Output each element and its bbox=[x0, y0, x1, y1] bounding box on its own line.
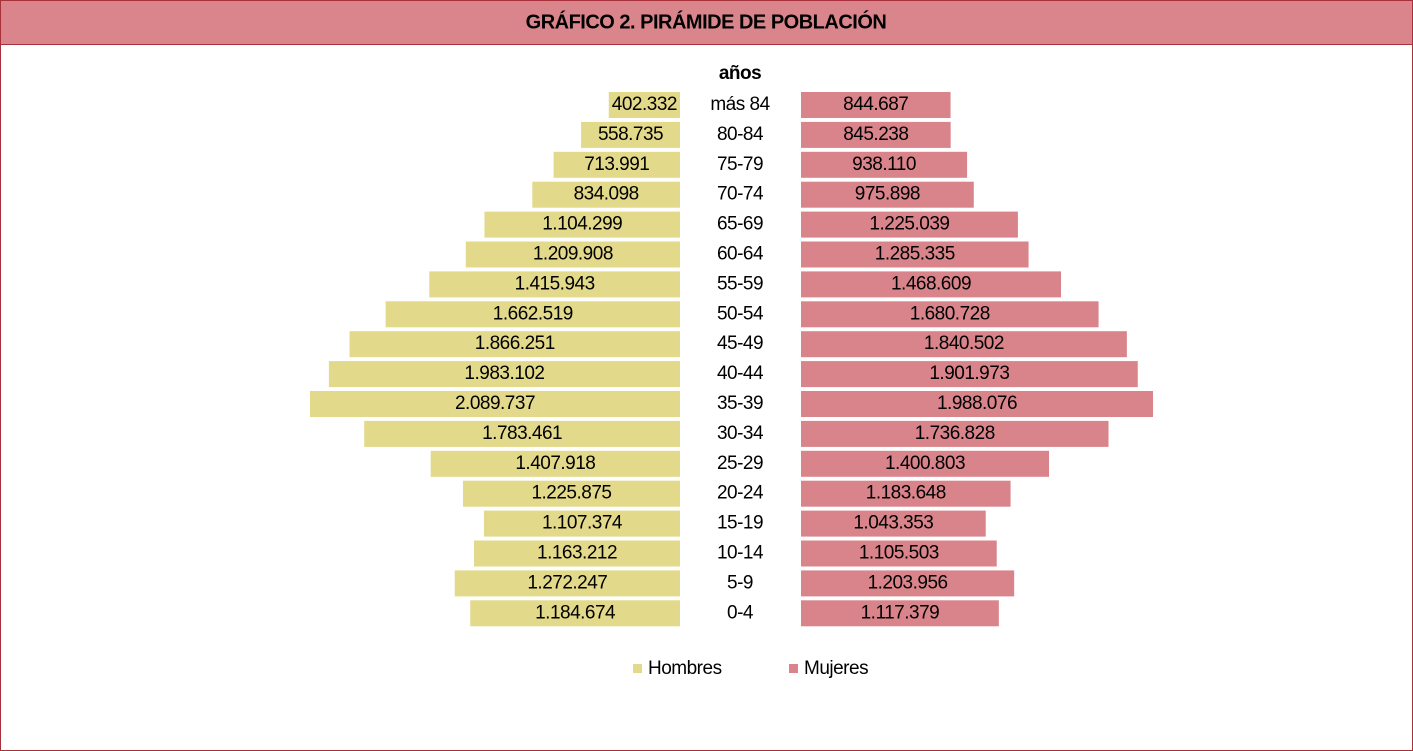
data-label: 1.983.102 bbox=[464, 363, 544, 384]
category-label: 45-49 bbox=[717, 333, 763, 354]
bar bbox=[429, 271, 680, 298]
bar bbox=[349, 331, 680, 358]
category-label: 10-14 bbox=[717, 543, 764, 564]
bar bbox=[462, 480, 680, 507]
bar bbox=[430, 450, 680, 477]
bar bbox=[801, 211, 1018, 238]
category-label: más 84 bbox=[710, 94, 770, 115]
bar bbox=[310, 391, 680, 417]
category-label: 50-54 bbox=[717, 303, 764, 324]
bar bbox=[801, 121, 951, 148]
legend-swatch bbox=[633, 664, 642, 673]
bar bbox=[328, 361, 680, 388]
data-label: 1.866.251 bbox=[475, 333, 555, 354]
bar bbox=[454, 570, 680, 597]
category-label: 80-84 bbox=[717, 124, 764, 145]
bar bbox=[801, 92, 951, 118]
bar bbox=[553, 151, 680, 178]
bar bbox=[608, 92, 680, 118]
chart-title: GRÁFICO 2. PIRÁMIDE DE POBLACIÓN bbox=[526, 9, 887, 33]
bar bbox=[801, 600, 999, 627]
data-label: 402.332 bbox=[612, 94, 677, 115]
data-label: 975.898 bbox=[855, 184, 920, 205]
data-label: 1.272.247 bbox=[527, 572, 607, 593]
data-label: 1.043.353 bbox=[853, 513, 933, 534]
category-label: 35-39 bbox=[717, 393, 763, 414]
header bbox=[0, 0, 1413, 45]
data-label: 1.104.299 bbox=[542, 214, 622, 235]
category-label: 5-9 bbox=[727, 572, 753, 593]
category-label: 30-34 bbox=[717, 423, 764, 444]
data-label: 844.687 bbox=[843, 94, 908, 115]
bar bbox=[364, 420, 680, 447]
category-label: 20-24 bbox=[717, 483, 764, 504]
legend-label: Hombres bbox=[648, 658, 722, 679]
bar bbox=[581, 121, 680, 148]
bar bbox=[801, 540, 997, 567]
data-label: 834.098 bbox=[574, 184, 639, 205]
data-label: 1.203.956 bbox=[868, 572, 948, 593]
data-label: 1.285.335 bbox=[875, 244, 955, 265]
data-label: 1.209.908 bbox=[533, 244, 613, 265]
category-label: 70-74 bbox=[717, 184, 764, 205]
legend-swatch bbox=[789, 664, 798, 673]
data-label: 1.225.875 bbox=[531, 483, 611, 504]
data-label: 1.225.039 bbox=[869, 214, 949, 235]
bar bbox=[801, 361, 1138, 388]
bar bbox=[483, 510, 680, 537]
data-label: 1.736.828 bbox=[915, 423, 995, 444]
data-label: 1.183.648 bbox=[866, 483, 946, 504]
bar bbox=[801, 480, 1011, 507]
category-label: 60-64 bbox=[717, 244, 764, 265]
bar bbox=[801, 301, 1099, 328]
legend-label: Mujeres bbox=[804, 658, 868, 679]
data-label: 1.783.461 bbox=[482, 423, 562, 444]
data-label: 1.901.973 bbox=[929, 363, 1009, 384]
category-label: 25-29 bbox=[717, 453, 763, 474]
bar bbox=[465, 241, 680, 268]
bar bbox=[801, 450, 1050, 477]
data-label: 1.988.076 bbox=[937, 393, 1017, 414]
data-label: 1.163.212 bbox=[537, 543, 617, 564]
data-label: 1.184.674 bbox=[535, 602, 616, 623]
bar bbox=[801, 420, 1109, 447]
data-label: 558.735 bbox=[598, 124, 663, 145]
data-label: 845.238 bbox=[843, 124, 908, 145]
category-label: 75-79 bbox=[717, 154, 763, 175]
data-label: 1.117.379 bbox=[861, 602, 940, 623]
bar bbox=[474, 540, 680, 567]
bar bbox=[801, 331, 1127, 358]
bar bbox=[801, 181, 974, 208]
data-label: 2.089.737 bbox=[455, 393, 535, 414]
bar bbox=[801, 151, 968, 178]
bar bbox=[801, 391, 1154, 417]
data-label: 1.680.728 bbox=[910, 303, 990, 324]
category-label: 0-4 bbox=[727, 602, 754, 623]
category-label: 55-59 bbox=[717, 273, 763, 294]
data-label: 1.840.502 bbox=[924, 333, 1004, 354]
bar bbox=[470, 600, 680, 627]
bar bbox=[801, 570, 1015, 597]
data-label: 1.105.503 bbox=[859, 543, 939, 564]
data-label: 1.400.803 bbox=[885, 453, 965, 474]
bar bbox=[385, 301, 680, 328]
axis-title: años bbox=[719, 63, 761, 84]
data-label: 1.107.374 bbox=[542, 513, 623, 534]
category-label: 15-19 bbox=[717, 513, 763, 534]
data-label: 1.415.943 bbox=[515, 273, 595, 294]
data-label: 1.468.609 bbox=[891, 273, 971, 294]
data-label: 713.991 bbox=[584, 154, 649, 175]
data-label: 938.110 bbox=[852, 154, 916, 175]
category-label: 40-44 bbox=[717, 363, 764, 384]
data-label: 1.407.918 bbox=[515, 453, 595, 474]
bar bbox=[801, 241, 1029, 268]
bar bbox=[484, 211, 680, 238]
bar bbox=[801, 271, 1062, 298]
category-label: 65-69 bbox=[717, 214, 763, 235]
bar bbox=[532, 181, 680, 208]
bar bbox=[801, 510, 986, 537]
data-label: 1.662.519 bbox=[493, 303, 573, 324]
